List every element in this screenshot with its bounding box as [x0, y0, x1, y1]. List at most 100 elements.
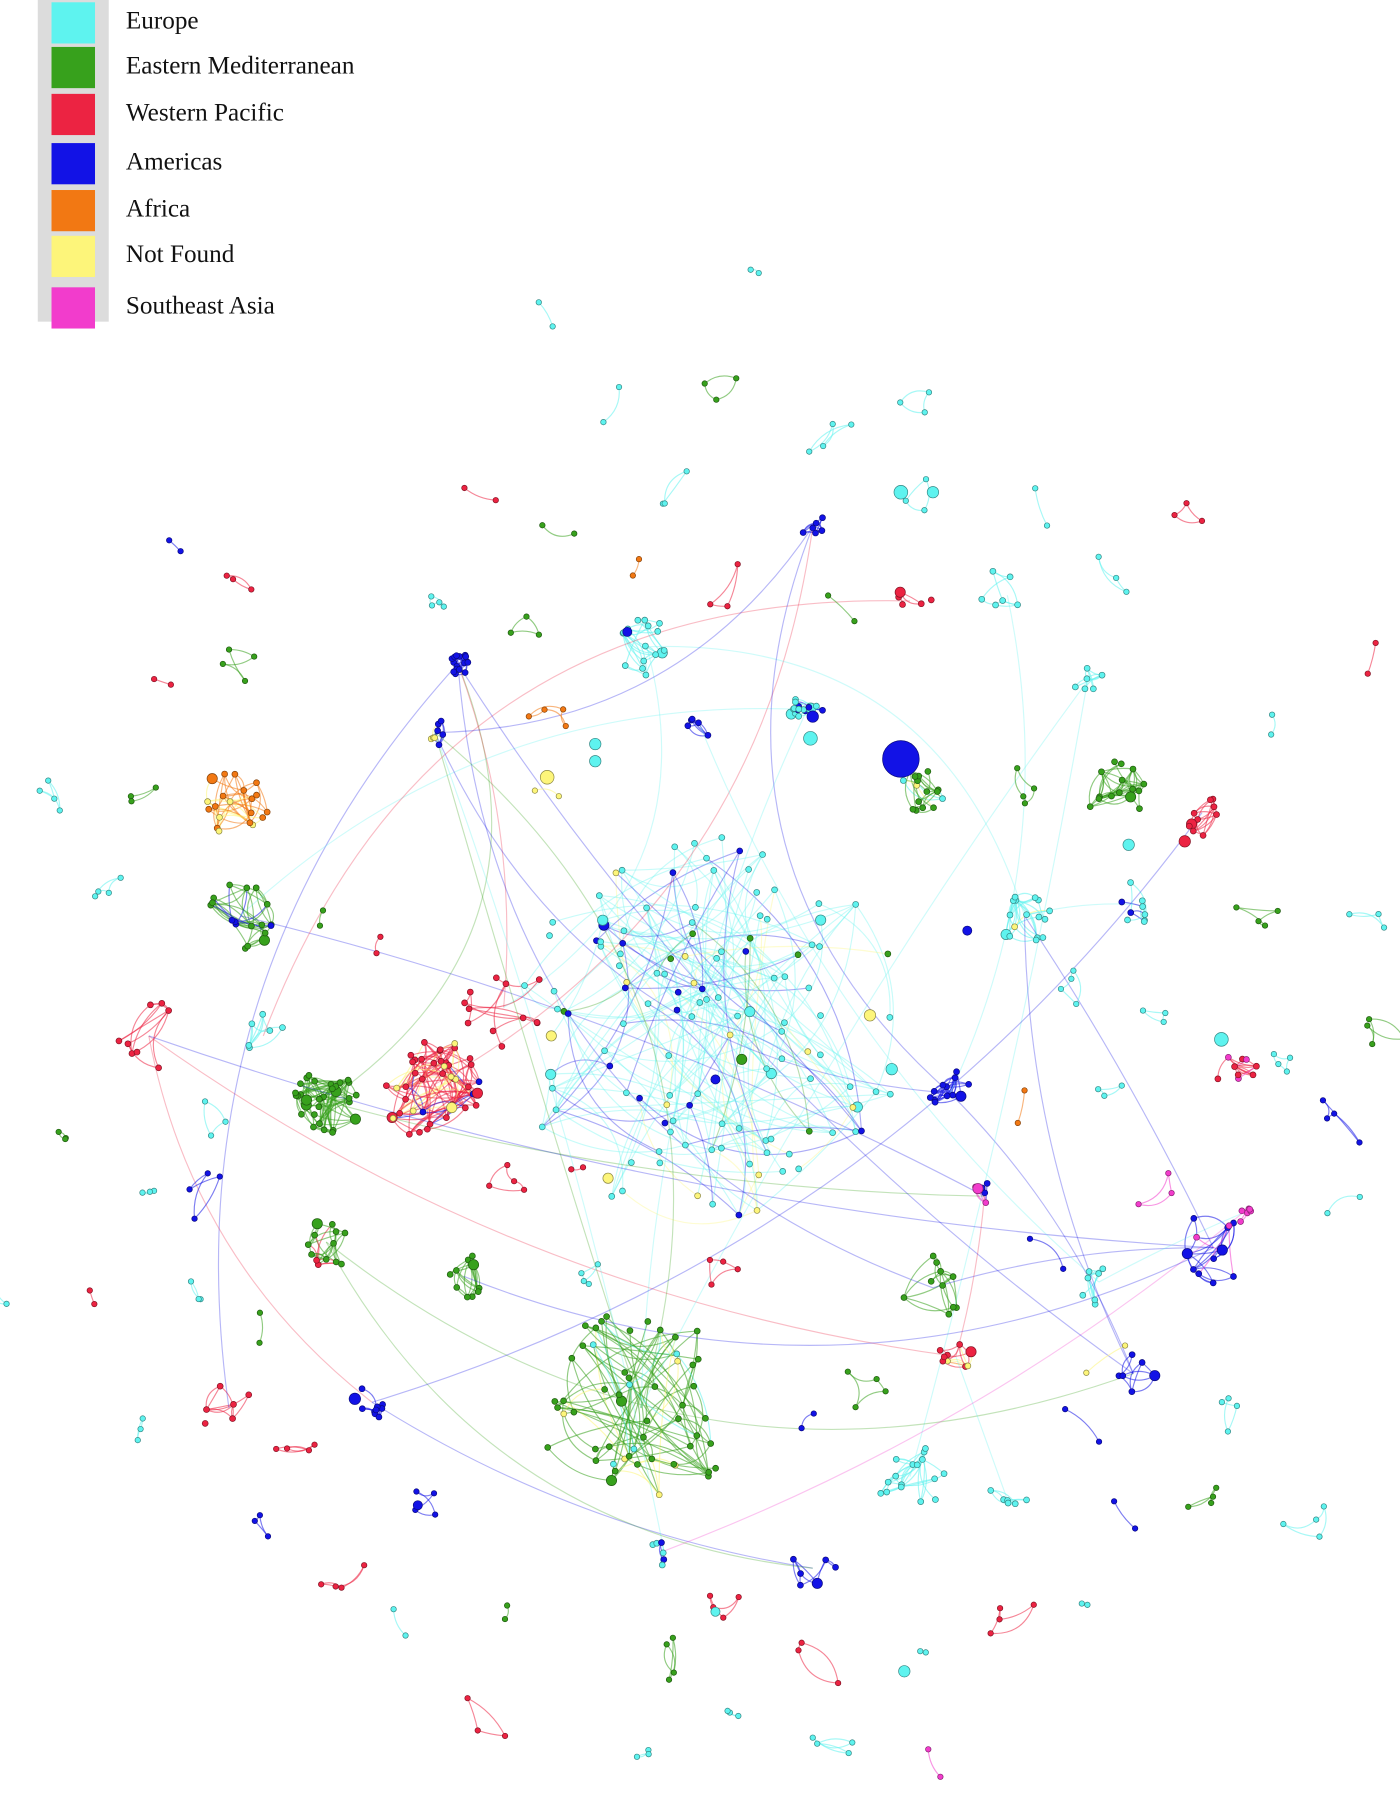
edge: [722, 1122, 768, 1153]
node: [245, 1391, 253, 1399]
edge: [598, 895, 750, 1013]
node: [778, 1055, 786, 1063]
edge: [640, 709, 808, 1408]
edge: [552, 988, 703, 1089]
node: [832, 1563, 839, 1571]
edge: [624, 987, 833, 1134]
node: [1194, 816, 1201, 823]
node: [1014, 1119, 1021, 1127]
node: [225, 646, 233, 653]
node: [899, 601, 906, 608]
node: [486, 1182, 493, 1189]
edge: [600, 945, 686, 957]
node: [428, 593, 435, 600]
edge: [629, 1330, 709, 1477]
edge: [463, 1247, 1214, 1346]
node: [686, 1101, 693, 1109]
node: [390, 1606, 397, 1613]
node: [1149, 1370, 1161, 1382]
node: [1062, 1406, 1069, 1413]
node: [625, 1452, 633, 1460]
node: [298, 1110, 305, 1118]
legend-swatch: [51, 143, 96, 185]
edge: [624, 934, 820, 989]
edge: [325, 663, 493, 1102]
node: [1331, 1110, 1338, 1117]
node: [799, 529, 807, 536]
edge: [598, 895, 799, 968]
node: [1249, 1071, 1257, 1079]
node: [694, 1090, 702, 1098]
edge: [697, 999, 708, 1094]
node: [373, 950, 380, 957]
edge: [524, 985, 558, 1010]
edge: [670, 958, 685, 1121]
nodes: [3, 266, 1388, 1780]
edge: [917, 1451, 925, 1502]
edge: [927, 1749, 941, 1778]
edge: [602, 919, 854, 1108]
node: [147, 1001, 154, 1009]
node: [618, 866, 626, 874]
node: [710, 1074, 721, 1085]
edge: [557, 904, 857, 1018]
edge: [563, 1413, 596, 1450]
edge: [722, 1093, 891, 1125]
node: [1190, 809, 1198, 817]
node: [432, 1511, 439, 1518]
node: [1286, 1054, 1294, 1061]
edge: [585, 1325, 709, 1477]
edge: [909, 680, 1089, 1477]
node: [633, 1753, 641, 1760]
edge: [615, 872, 862, 1132]
node: [1122, 838, 1135, 851]
node: [606, 1474, 617, 1486]
edge: [222, 656, 255, 666]
node: [1214, 1032, 1229, 1047]
legend-swatch: [51, 93, 96, 136]
node: [1190, 1215, 1198, 1222]
node: [781, 973, 789, 980]
node: [925, 1746, 932, 1753]
edge: [816, 1738, 853, 1745]
node: [358, 1385, 366, 1393]
node: [437, 1057, 445, 1065]
edge: [674, 846, 698, 908]
edge: [903, 1270, 941, 1298]
node: [684, 722, 692, 730]
edge: [611, 1015, 738, 1197]
node: [229, 1415, 236, 1422]
edge: [541, 524, 575, 537]
node: [461, 484, 468, 492]
node: [825, 592, 832, 599]
node: [316, 922, 324, 929]
node: [931, 1475, 938, 1483]
edge: [596, 850, 740, 942]
edge: [510, 630, 540, 636]
edge: [555, 988, 703, 1111]
node: [437, 1046, 444, 1053]
node: [253, 791, 260, 799]
node: [626, 1327, 634, 1334]
node: [231, 770, 239, 778]
node: [152, 784, 159, 791]
node: [261, 929, 269, 937]
node: [1195, 1270, 1203, 1278]
node: [1006, 573, 1014, 581]
node: [708, 1281, 715, 1288]
edge: [609, 1442, 709, 1477]
node: [606, 1062, 614, 1070]
node: [661, 970, 668, 978]
node: [146, 1188, 153, 1195]
node: [693, 1432, 701, 1439]
edge: [0, 1297, 7, 1305]
legend-swatch: [51, 235, 96, 278]
edge: [720, 951, 851, 1088]
node: [315, 1103, 323, 1111]
node: [736, 1053, 748, 1065]
edge: [624, 619, 646, 666]
node: [806, 710, 819, 723]
edge: [563, 1400, 626, 1460]
node: [361, 1562, 368, 1569]
node: [115, 1037, 123, 1045]
